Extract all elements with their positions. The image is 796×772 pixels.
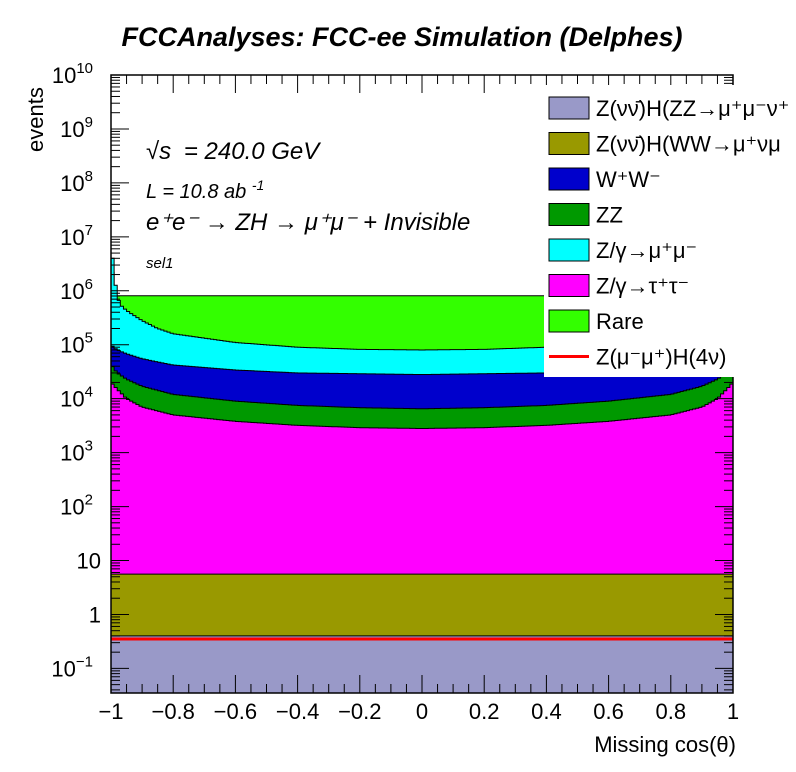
y-tick-base: 10	[60, 171, 84, 196]
x-tick-label: −0.6	[214, 699, 257, 724]
y-tick-exponent: 9	[85, 114, 93, 131]
y-tick-base: 10	[60, 279, 84, 304]
legend-label: Rare	[596, 309, 644, 334]
y-tick-label: 106	[60, 276, 93, 304]
lumi-exp: -1	[252, 177, 264, 193]
legend: Z(νν̄)H(ZZ→μ⁺μ⁻ν⁺ Z(νν̄)H(WW→μ⁺νμ W⁺W⁻ ZZ Z/…	[544, 85, 796, 377]
lumi-text: L = 10.8 ab	[146, 181, 246, 203]
y-tick-base: 10	[52, 63, 76, 88]
y-tick-base: 1	[89, 602, 101, 627]
x-tick-label: −1	[98, 699, 123, 724]
y-tick-base: 10	[60, 333, 84, 358]
legend-label: Z(νν̄)H(WW→μ⁺νμ	[596, 132, 781, 157]
legend-label: Z(νν̄)H(ZZ→μ⁺μ⁻ν⁺	[596, 96, 789, 121]
y-axis-label: events	[23, 87, 48, 152]
legend-swatch	[548, 309, 590, 333]
y-tick-exponent: 6	[85, 276, 93, 293]
x-axis-label: Missing cos(θ)	[594, 732, 736, 757]
y-tick-label: 10−1	[51, 653, 93, 681]
legend-swatch	[548, 203, 590, 226]
y-tick-label: 103	[60, 438, 93, 466]
plot-area	[111, 257, 733, 693]
x-tick-label: 0.2	[469, 699, 500, 724]
y-tick-label: 108	[60, 168, 93, 196]
y-tick-exponent: 7	[85, 222, 93, 239]
annotations: √s = 240.0 GeV L = 10.8 ab -1 e⁺e⁻ → ZH …	[146, 138, 470, 272]
sqrt-s-symbol: √s	[146, 138, 171, 165]
y-tick-base: 10	[51, 656, 75, 681]
y-tick-exponent: 2	[85, 492, 93, 509]
y-tick-exponent: 5	[85, 330, 93, 347]
y-tick-label: 105	[60, 330, 93, 358]
y-tick-label: 1010	[52, 60, 93, 88]
y-tick-base: 10	[60, 117, 84, 142]
x-tick-label: −0.4	[276, 699, 319, 724]
legend-label: Z/γ→τ⁺τ⁻	[596, 274, 689, 299]
y-tick-base: 10	[60, 387, 84, 412]
y-tick-exponent: −1	[76, 653, 93, 670]
legend-label: Z/γ→μ⁺μ⁻	[596, 238, 697, 263]
y-tick-base: 10	[60, 225, 84, 250]
y-tick-label: 104	[60, 384, 93, 412]
y-tick-label: 1	[89, 602, 101, 627]
sqrt-s-label: √s = 240.0 GeV	[146, 138, 321, 165]
x-tick-label: 0.4	[531, 699, 562, 724]
stack-group	[111, 257, 733, 693]
x-tick-label: 0	[416, 699, 428, 724]
sqrt-s-value: = 240.0 GeV	[184, 138, 321, 165]
series-z-h-zz-area	[111, 635, 733, 693]
y-tick-base: 10	[60, 441, 84, 466]
selection-label: sel1	[146, 255, 174, 272]
y-tick-base: 10	[60, 495, 84, 520]
y-tick-base: 10	[77, 549, 101, 574]
x-tick-label: 1	[727, 699, 739, 724]
y-tick-label: 102	[60, 492, 93, 520]
x-tick-label: −0.8	[151, 699, 194, 724]
y-tick-label: 107	[60, 222, 93, 250]
chart-title: FCCAnalyses: FCC-ee Simulation (Delphes)	[121, 22, 682, 52]
legend-label: ZZ	[596, 203, 623, 228]
legend-swatch	[548, 96, 590, 120]
axes: −1 −0.8 −0.6 −0.4 −0.2 0 0.2 0.4 0.6 0.8 110−11101…	[51, 60, 739, 724]
legend-swatch	[548, 274, 590, 297]
x-tick-label: 0.6	[593, 699, 624, 724]
y-tick-label: 109	[60, 114, 93, 142]
legend-swatch	[548, 238, 590, 262]
legend-background	[544, 85, 796, 377]
x-tick-label: 0.8	[656, 699, 687, 724]
legend-swatch	[548, 132, 590, 155]
lumi-label: L = 10.8 ab -1	[146, 177, 264, 203]
process-label: e⁺e⁻ → ZH → μ⁺μ⁻ + Invisible	[146, 209, 470, 236]
y-tick-label: 10	[77, 549, 101, 574]
legend-label: W⁺W⁻	[596, 167, 661, 192]
y-tick-exponent: 4	[85, 384, 93, 401]
y-tick-exponent: 10	[76, 60, 93, 77]
legend-label: Z(μ⁻μ⁺)H(4ν)	[596, 345, 726, 370]
y-tick-exponent: 3	[85, 438, 93, 455]
y-tick-exponent: 8	[85, 168, 93, 185]
x-tick-label: −0.2	[338, 699, 381, 724]
legend-swatch	[548, 167, 590, 191]
